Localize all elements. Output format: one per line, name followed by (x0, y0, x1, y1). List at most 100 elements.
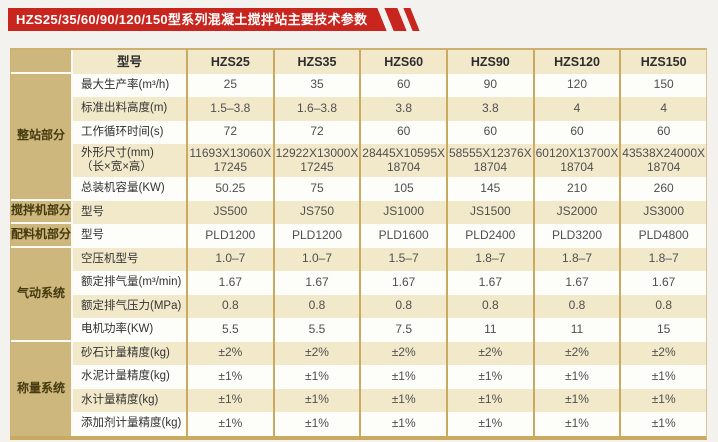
spec-cell: JS750 (272, 200, 360, 224)
spec-grid: 型号 HZS25 HZS35 HZS60 HZS90 HZS120 HZS150 整站部分 搅拌… (11, 50, 706, 436)
spec-cell: 1.67 (619, 271, 706, 295)
spec-cell: 1.67 (445, 271, 533, 295)
spec-cell: 1.0–7 (186, 247, 273, 271)
spec-cell: 0.8 (272, 294, 360, 318)
title-banner: HZS25/35/60/90/120/150型系列混凝土搅拌站主要技术参数 (8, 8, 421, 31)
row-label: 总装机容量(KW) (73, 177, 186, 201)
spec-cell: 5.5 (186, 318, 273, 342)
spec-cell: 1.8–7 (445, 247, 533, 271)
spec-cell: 4 (619, 97, 706, 121)
spec-cell: 3.8 (445, 97, 533, 121)
banner-stripe-icon (384, 8, 408, 31)
spec-cell: ±1% (186, 412, 273, 436)
spec-cell: ±1% (619, 388, 706, 412)
spec-cell: 150 (619, 73, 706, 97)
spec-cell: 210 (532, 177, 620, 201)
spec-cell: 72 (186, 120, 273, 144)
row-label: 型号 (73, 224, 186, 248)
spec-cell: 1.67 (532, 271, 620, 295)
spec-cell: 72 (272, 120, 360, 144)
spec-cell: 60 (359, 120, 446, 144)
group-label: 整站部分 (11, 73, 73, 201)
spec-cell: ±2% (186, 341, 273, 365)
row-label: 电机功率(KW) (73, 318, 186, 342)
spec-cell: ±1% (359, 365, 446, 389)
row-label: 型号 (73, 200, 186, 224)
spec-cell: 3.8 (359, 97, 446, 121)
spec-cell: 4 (532, 97, 620, 121)
spec-cell: ±2% (619, 341, 706, 365)
row-label: 额定排气压力(MPa) (73, 294, 186, 318)
spec-cell: 0.8 (532, 294, 620, 318)
spec-cell: 58555X12376X 18704 (445, 144, 533, 177)
row-label: 水泥计量精度(kg) (73, 365, 186, 389)
row-label: 工作循环时间(s) (73, 120, 186, 144)
model-header: HZS90 (445, 50, 533, 74)
model-header: HZS150 (619, 50, 706, 74)
spec-cell: 0.8 (445, 294, 533, 318)
spec-cell: ±2% (272, 341, 360, 365)
spec-cell: 1.5–3.8 (186, 97, 273, 121)
spec-cell: 1.67 (272, 271, 360, 295)
row-label: 额定排气量(m³/min) (73, 271, 186, 295)
spec-cell: 0.8 (619, 294, 706, 318)
spec-table: 型号 HZS25 HZS35 HZS60 HZS90 HZS120 HZS150 整站部分 搅拌… (10, 48, 707, 440)
group-label: 搅拌机部分 (11, 200, 73, 224)
model-column-header: 型号 (73, 50, 186, 74)
spec-cell: ±2% (445, 341, 533, 365)
spec-cell: ±1% (532, 365, 620, 389)
spec-cell: ±1% (445, 388, 533, 412)
spec-cell: JS3000 (619, 200, 706, 224)
spec-cell: ±1% (186, 388, 273, 412)
model-header: HZS25 (186, 50, 273, 74)
spec-cell: 60 (359, 73, 446, 97)
spec-cell: 1.67 (186, 271, 273, 295)
spec-cell: ±1% (272, 412, 360, 436)
spec-cell: PLD1200 (272, 224, 360, 248)
spec-cell: 1.6–3.8 (272, 97, 360, 121)
spec-cell: 1.67 (359, 271, 446, 295)
spec-cell: 60 (445, 120, 533, 144)
row-label: 砂石计量精度(kg) (73, 341, 186, 365)
row-label: 空压机型号 (73, 247, 186, 271)
spec-cell: PLD4800 (619, 224, 706, 248)
spec-cell: ±1% (359, 388, 446, 412)
spec-cell: 260 (619, 177, 706, 201)
spec-cell: ±1% (619, 412, 706, 436)
spec-cell: ±2% (532, 341, 620, 365)
spec-cell: 75 (272, 177, 360, 201)
spec-cell: 105 (359, 177, 446, 201)
spec-cell: PLD1200 (186, 224, 273, 248)
spec-cell: ±1% (186, 365, 273, 389)
model-header: HZS60 (359, 50, 446, 74)
row-label: 水计量精度(kg) (73, 388, 186, 412)
spec-cell: 1.8–7 (619, 247, 706, 271)
model-header: HZS120 (532, 50, 620, 74)
spec-cell: 145 (445, 177, 533, 201)
spec-cell: 120 (532, 73, 620, 97)
spec-cell: 43538X24000X 18704 (619, 144, 706, 177)
spec-cell: 90 (445, 73, 533, 97)
spec-cell: 0.8 (359, 294, 446, 318)
spec-cell: 1.5–7 (359, 247, 446, 271)
spec-cell: ±1% (619, 365, 706, 389)
spec-cell: JS1000 (359, 200, 446, 224)
spec-cell: 60120X13700X 18704 (532, 144, 620, 177)
group-label: 称量系统 (11, 341, 73, 436)
spec-cell: ±2% (359, 341, 446, 365)
spec-cell: 11 (445, 318, 533, 342)
row-label: 添加剂计量精度(kg) (73, 412, 186, 436)
spec-cell: JS500 (186, 200, 273, 224)
spec-cell: PLD3200 (532, 224, 620, 248)
spec-cell: 12922X13000X 17245 (272, 144, 360, 177)
spec-cell: ±1% (532, 412, 620, 436)
row-label: 外形尺寸(mm) （长×宽×高） (73, 144, 186, 177)
spec-cell: PLD2400 (445, 224, 533, 248)
spec-cell: 15 (619, 318, 706, 342)
spec-cell: 25 (186, 73, 273, 97)
spec-cell: ±1% (272, 365, 360, 389)
spec-cell: 28445X10595X 18704 (359, 144, 446, 177)
group-label: 配料机部分 (11, 224, 73, 248)
spec-cell: 0.8 (186, 294, 273, 318)
